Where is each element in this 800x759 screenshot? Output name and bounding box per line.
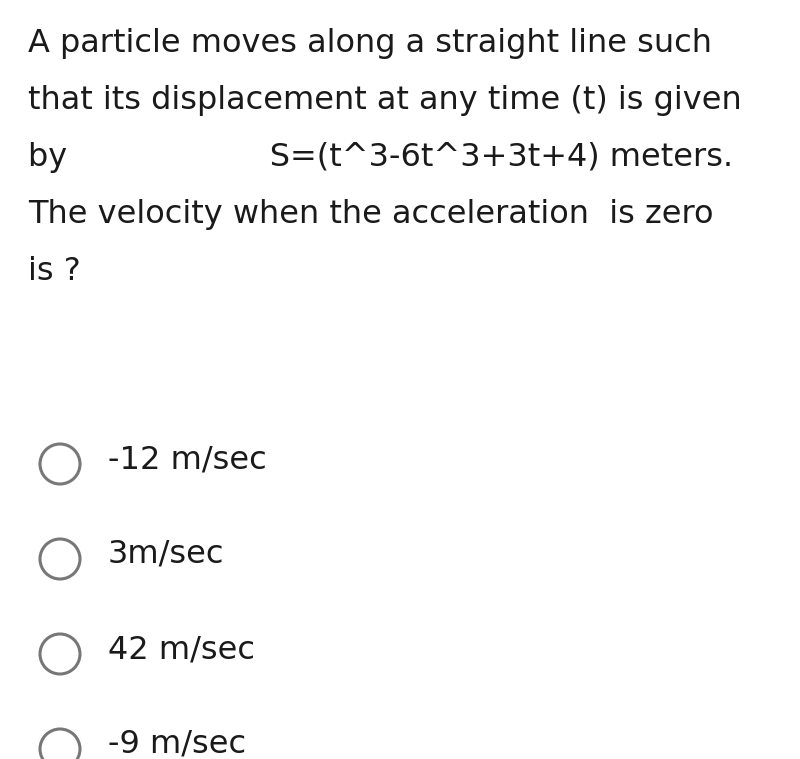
Text: that its displacement at any time (t) is given: that its displacement at any time (t) is… — [28, 85, 742, 116]
Text: is ?: is ? — [28, 256, 81, 287]
Text: -12 m/sec: -12 m/sec — [108, 444, 266, 475]
Text: A particle moves along a straight line such: A particle moves along a straight line s… — [28, 28, 712, 59]
Text: by                    S=(t^3-6t^3+3t+4) meters.: by S=(t^3-6t^3+3t+4) meters. — [28, 142, 733, 173]
Text: 42 m/sec: 42 m/sec — [108, 634, 255, 665]
Text: -9 m/sec: -9 m/sec — [108, 729, 246, 759]
Text: The velocity when the acceleration  is zero: The velocity when the acceleration is ze… — [28, 199, 714, 230]
Text: 3m/sec: 3m/sec — [108, 539, 225, 570]
